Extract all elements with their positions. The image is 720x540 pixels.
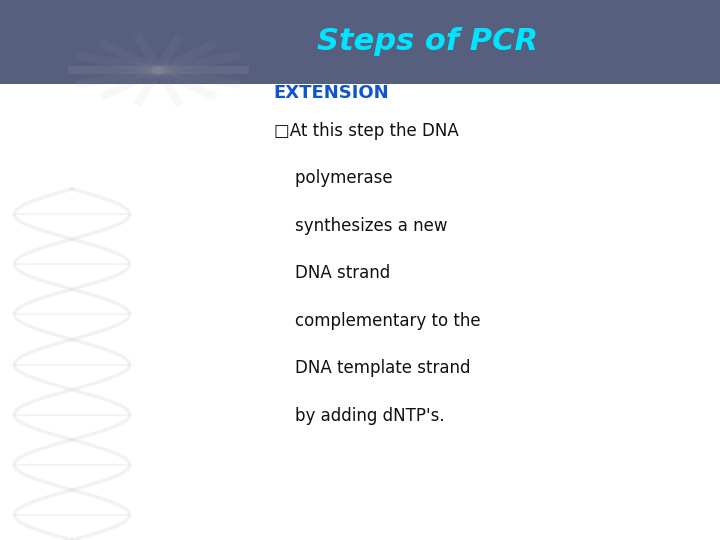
Text: DNA template strand: DNA template strand xyxy=(274,359,470,377)
Text: synthesizes a new: synthesizes a new xyxy=(274,217,447,234)
FancyBboxPatch shape xyxy=(0,0,720,84)
Text: DNA strand: DNA strand xyxy=(274,264,390,282)
Text: Steps of PCR: Steps of PCR xyxy=(317,28,538,56)
Text: EXTENSION: EXTENSION xyxy=(274,84,390,102)
FancyBboxPatch shape xyxy=(0,84,720,540)
Text: by adding dNTP's.: by adding dNTP's. xyxy=(274,407,444,424)
Text: □At this step the DNA: □At this step the DNA xyxy=(274,122,459,139)
Text: polymerase: polymerase xyxy=(274,169,392,187)
Text: complementary to the: complementary to the xyxy=(274,312,480,329)
